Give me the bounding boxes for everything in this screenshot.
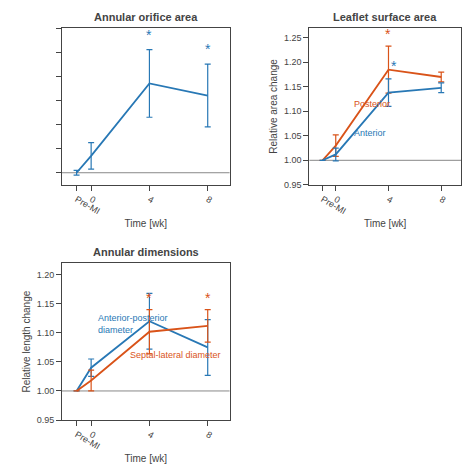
svg-text:1.05: 1.05 (284, 131, 302, 141)
svg-text:Time [wk]: Time [wk] (125, 218, 168, 229)
svg-text:*: * (391, 58, 397, 74)
svg-text:*: * (146, 290, 152, 306)
svg-text:*: * (146, 27, 152, 43)
svg-text:Time [wk]: Time [wk] (125, 453, 168, 464)
svg-text:Anterior-posteriordiameter: Anterior-posteriordiameter (98, 313, 168, 335)
svg-text:8: 8 (204, 194, 213, 205)
svg-text:Time [wk]: Time [wk] (364, 218, 407, 229)
svg-text:4: 4 (385, 194, 394, 205)
svg-text:1.00: 1.00 (284, 155, 302, 165)
svg-text:1.10: 1.10 (284, 106, 302, 116)
svg-text:*: * (385, 26, 391, 42)
svg-text:0: 0 (333, 194, 342, 205)
svg-text:0: 0 (88, 429, 97, 440)
svg-text:Septal-lateral diameter: Septal-lateral diameter (130, 350, 221, 360)
svg-text:Relative area change: Relative area change (268, 59, 279, 154)
svg-text:0.95: 0.95 (284, 180, 302, 190)
svg-text:1.15: 1.15 (284, 82, 302, 92)
svg-text:*: * (205, 290, 211, 306)
svg-text:8: 8 (438, 194, 447, 205)
svg-text:0.95: 0.95 (37, 415, 55, 425)
svg-text:Pre-MI: Pre-MI (73, 194, 101, 216)
svg-text:1.20: 1.20 (37, 270, 55, 280)
svg-text:Relative length change: Relative length change (21, 290, 32, 392)
svg-text:Annular orifice area: Annular orifice area (94, 11, 198, 23)
svg-text:Pre-MI: Pre-MI (319, 194, 347, 216)
svg-text:1.00: 1.00 (37, 386, 55, 396)
svg-text:Pre-MI: Pre-MI (73, 429, 101, 451)
svg-text:Leaflet surface area: Leaflet surface area (333, 11, 437, 23)
svg-text:4: 4 (146, 194, 155, 205)
svg-text:8: 8 (204, 429, 213, 440)
svg-text:Annular dimensions: Annular dimensions (93, 246, 199, 258)
svg-text:4: 4 (146, 429, 155, 440)
svg-text:*: * (205, 41, 211, 57)
svg-text:0: 0 (88, 194, 97, 205)
svg-text:Posterior: Posterior (354, 99, 390, 109)
svg-text:1.20: 1.20 (284, 57, 302, 67)
svg-text:1.05: 1.05 (37, 357, 55, 367)
svg-text:1.15: 1.15 (37, 299, 55, 309)
svg-text:Anterior: Anterior (354, 128, 386, 138)
svg-text:1.25: 1.25 (284, 33, 302, 43)
svg-text:1.10: 1.10 (37, 328, 55, 338)
